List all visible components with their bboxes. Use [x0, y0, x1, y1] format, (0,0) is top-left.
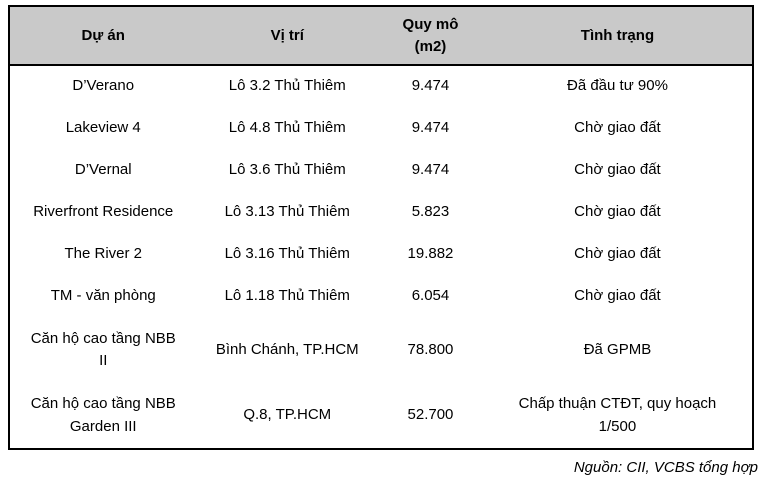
cell-status: Chờ giao đất — [574, 118, 661, 136]
table-row: Căn hộ cao tầng NBB Garden III Q.8, TP.H… — [9, 383, 753, 449]
cell-project: Lakeview 4 — [65, 118, 141, 136]
header-row: Dự án Vị trí Quy mô (m2) Tình trạng — [9, 6, 753, 66]
cell-project: D’Verano — [72, 77, 135, 95]
cell-project: Căn hộ cao tầng NBB Garden III — [30, 395, 176, 435]
source-note: Nguồn: CII, VCBS tổng hợp — [573, 459, 758, 476]
cell-location: Bình Chánh, TP.HCM — [215, 340, 359, 358]
project-table: Dự án Vị trí Quy mô (m2) Tình trạng D’Ve… — [8, 5, 754, 450]
cell-status: Chờ giao đất — [574, 286, 661, 304]
table-row: The River 2 Lô 3.16 Thủ Thiêm 19.882 Chờ… — [9, 233, 753, 275]
cell-status: Đã GPMB — [583, 340, 652, 358]
table-body: D’Verano Lô 3.2 Thủ Thiêm 9.474 Đã đầu t… — [9, 65, 753, 449]
table-row: D’Vernal Lô 3.6 Thủ Thiêm 9.474 Chờ giao… — [9, 149, 753, 191]
cell-area: 78.800 — [407, 340, 454, 358]
cell-status: Chờ giao đất — [574, 244, 661, 262]
cell-project: D’Vernal — [74, 160, 132, 178]
table-row: D’Verano Lô 3.2 Thủ Thiêm 9.474 Đã đầu t… — [9, 65, 753, 107]
table-row: Căn hộ cao tầng NBB II Bình Chánh, TP.HC… — [9, 317, 753, 383]
cell-location: Lô 3.13 Thủ Thiêm — [224, 202, 350, 220]
column-header-tinh-trang: Tình trạng — [482, 6, 753, 66]
cell-project: Căn hộ cao tầng NBB II — [30, 329, 176, 370]
table-header: Dự án Vị trí Quy mô (m2) Tình trạng — [9, 6, 753, 66]
cell-status: Đã đầu tư 90% — [566, 77, 668, 95]
cell-location: Lô 3.2 Thủ Thiêm — [228, 77, 346, 95]
column-header-vi-tri: Vị trí — [196, 6, 379, 66]
cell-project: The River 2 — [64, 244, 142, 262]
cell-area: 6.054 — [411, 286, 450, 304]
column-header-du-an: Dự án — [9, 6, 197, 66]
cell-project: TM - văn phòng — [50, 286, 156, 304]
cell-location: Lô 4.8 Thủ Thiêm — [228, 118, 346, 136]
cell-status: Chờ giao đất — [574, 160, 661, 178]
cell-area: 9.474 — [411, 160, 450, 178]
table-row: TM - văn phòng Lô 1.18 Thủ Thiêm 6.054 C… — [9, 275, 753, 317]
cell-status: Chấp thuận CTĐT, quy hoạch 1/500 — [518, 395, 717, 435]
cell-location: Q.8, TP.HCM — [243, 406, 332, 424]
cell-location: Lô 3.16 Thủ Thiêm — [224, 244, 350, 262]
table-row: Lakeview 4 Lô 4.8 Thủ Thiêm 9.474 Chờ gi… — [9, 107, 753, 149]
cell-area: 9.474 — [411, 77, 450, 95]
cell-area: 19.882 — [407, 244, 454, 262]
cell-area: 52.700 — [407, 406, 454, 424]
table-row: Riverfront Residence Lô 3.13 Thủ Thiêm 5… — [9, 191, 753, 233]
cell-location: Lô 1.18 Thủ Thiêm — [224, 286, 350, 304]
cell-location: Lô 3.6 Thủ Thiêm — [228, 160, 346, 178]
cell-status: Chờ giao đất — [574, 202, 661, 220]
cell-project: Riverfront Residence — [33, 202, 174, 220]
column-header-quy-mo: Quy mô (m2) — [378, 6, 483, 66]
cell-area: 5.823 — [411, 202, 450, 220]
cell-area: 9.474 — [411, 118, 450, 136]
